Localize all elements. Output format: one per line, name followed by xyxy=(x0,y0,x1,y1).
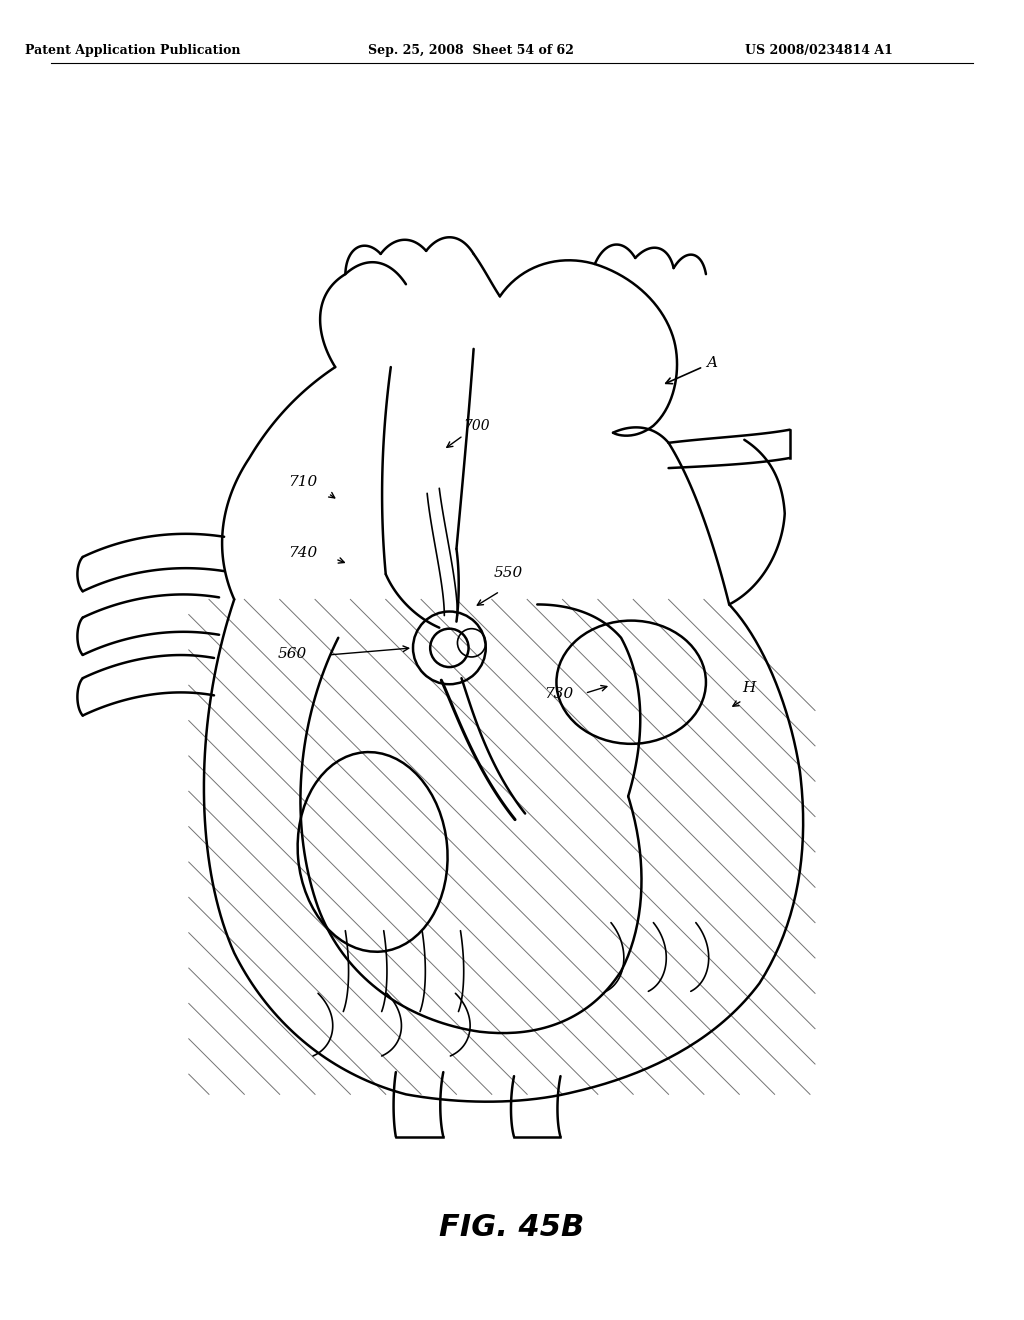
Text: US 2008/0234814 A1: US 2008/0234814 A1 xyxy=(745,44,893,57)
Text: A: A xyxy=(666,356,717,384)
Text: FIG. 45B: FIG. 45B xyxy=(439,1213,585,1242)
Text: 560: 560 xyxy=(278,647,307,661)
Text: Patent Application Publication: Patent Application Publication xyxy=(26,44,241,57)
Text: Sep. 25, 2008  Sheet 54 of 62: Sep. 25, 2008 Sheet 54 of 62 xyxy=(368,44,574,57)
Text: H: H xyxy=(742,681,756,696)
Text: 730: 730 xyxy=(545,688,573,701)
Text: 710: 710 xyxy=(288,475,317,490)
Text: 740: 740 xyxy=(288,546,317,560)
Text: 700: 700 xyxy=(446,418,490,447)
Text: 550: 550 xyxy=(494,566,523,581)
